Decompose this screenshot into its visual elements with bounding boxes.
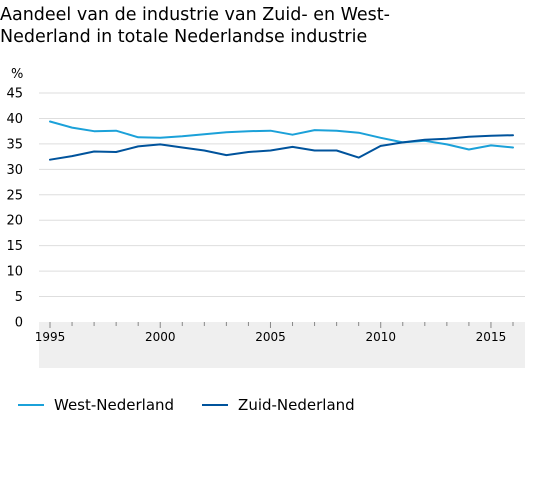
y-tick-label: 15 [6,239,23,254]
y-tick-label: 25 [6,188,23,203]
x-tick-label: 2005 [255,330,286,344]
legend-item-zuid: Zuid-Nederland [202,396,355,414]
y-tick-label: 5 [15,290,23,305]
x-tick-label: 2000 [145,330,176,344]
y-tick-label: 35 [6,137,23,152]
x-tick-label: 1995 [35,330,66,344]
x-tick-labels: 1995 2000 2005 2010 2015 [35,322,514,344]
series-line-zuid-nederland [49,134,514,161]
y-tick-labels: 0 5 10 15 20 25 30 35 40 45 [6,87,23,331]
x-axis-band [39,322,525,368]
y-tick-label: 40 [6,112,23,127]
x-tick-label: 2015 [476,330,507,344]
y-tick-label: 10 [6,265,23,280]
y-tick-label: 0 [15,316,23,331]
legend: West-Nederland Zuid-Nederland [18,396,383,414]
y-tick-label: 45 [6,87,23,102]
legend-swatch-zuid [202,404,229,406]
y-tick-label: 30 [6,163,23,178]
series-line-west-nederland [49,120,514,151]
series-lines [49,120,514,161]
legend-item-west: West-Nederland [18,396,174,414]
y-tick-label: 20 [6,214,23,229]
legend-label-zuid: Zuid-Nederland [238,396,355,414]
y-axis-label: % [11,67,23,82]
legend-label-west: West-Nederland [54,396,175,414]
chart-title: Aandeel van de industrie van Zuid- en We… [0,5,390,47]
legend-swatch-west [18,404,44,406]
gridlines [39,92,525,298]
x-tick-label: 2010 [365,330,396,344]
